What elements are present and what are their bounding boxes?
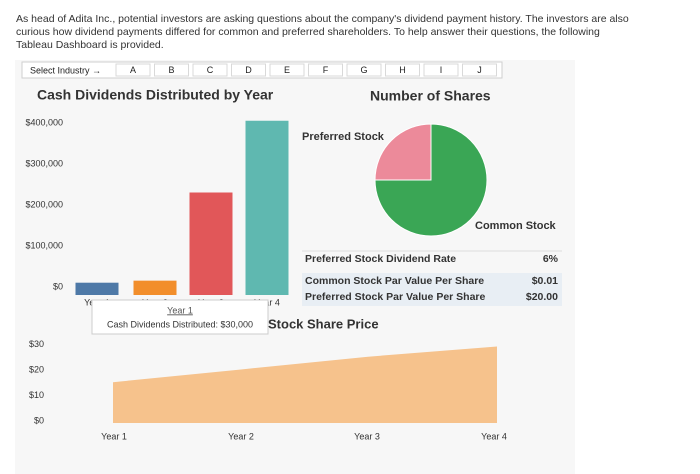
slice-label: Preferred Stock bbox=[302, 131, 385, 143]
chart-title: Stock Share Price bbox=[268, 316, 379, 331]
x-tick-label: Year 4 bbox=[481, 431, 507, 441]
filter-option[interactable]: E bbox=[269, 63, 305, 77]
intro-line: As head of Adita Inc., potential investo… bbox=[16, 13, 629, 25]
area bbox=[113, 346, 497, 423]
filter-option-label: G bbox=[360, 65, 367, 75]
filter-button bbox=[115, 63, 151, 77]
filter-option-label: H bbox=[399, 65, 406, 75]
y-tick-label: $30 bbox=[29, 339, 44, 349]
intro-line: curious how dividend payments differed f… bbox=[16, 26, 600, 38]
filter-option[interactable]: J bbox=[462, 63, 497, 77]
filter-option[interactable]: I bbox=[423, 63, 459, 77]
filter-button bbox=[231, 63, 266, 77]
filter-option-label: D bbox=[245, 65, 252, 75]
filter-option[interactable]: G bbox=[346, 63, 382, 77]
filter-option[interactable]: H bbox=[385, 63, 420, 77]
y-tick-label: $0 bbox=[34, 415, 44, 425]
table-value: $20.00 bbox=[526, 291, 558, 303]
filter-label: Select Industry → bbox=[30, 65, 101, 75]
filter-option-label: A bbox=[130, 65, 136, 75]
filter-button bbox=[308, 63, 343, 77]
x-tick-label: Year 1 bbox=[101, 431, 127, 441]
chart-title: Cash Dividends Distributed by Year bbox=[37, 87, 274, 103]
table-label: Preferred Stock Par Value Per Share bbox=[305, 291, 486, 303]
tooltip-box bbox=[91, 299, 269, 335]
table-value: 6% bbox=[543, 253, 559, 265]
filter-option-label: J bbox=[477, 65, 482, 75]
filter-option[interactable]: A bbox=[115, 63, 151, 77]
y-tick-label: $400,000 bbox=[25, 117, 63, 127]
y-tick-label: $20 bbox=[29, 364, 44, 374]
filter-option-label: C bbox=[207, 65, 214, 75]
pie-slice bbox=[374, 123, 432, 181]
filter-option-label: B bbox=[168, 65, 174, 75]
filter-button bbox=[154, 63, 189, 77]
table-value: $0.01 bbox=[532, 275, 558, 287]
x-tick-label: Year 2 bbox=[228, 431, 254, 441]
table-label: Preferred Stock Dividend Rate bbox=[305, 253, 456, 265]
filter-button bbox=[462, 63, 497, 77]
filter-option[interactable]: D bbox=[231, 63, 266, 77]
bar bbox=[133, 280, 177, 295]
pie-slice bbox=[374, 123, 488, 237]
intro-line: Tableau Dashboard is provided. bbox=[16, 39, 164, 51]
filter-option-label: F bbox=[323, 65, 329, 75]
filter-button bbox=[423, 63, 459, 77]
y-tick-label: $300,000 bbox=[25, 158, 63, 168]
y-tick-label: $0 bbox=[53, 281, 63, 291]
tooltip-title: Year 1 bbox=[167, 305, 193, 315]
y-tick-label: $100,000 bbox=[25, 240, 63, 250]
slice-label: Common Stock bbox=[475, 220, 557, 232]
table-highlight bbox=[302, 273, 562, 306]
filter-option-label: E bbox=[284, 65, 290, 75]
filter-option[interactable]: F bbox=[308, 63, 343, 77]
filter-button bbox=[385, 63, 420, 77]
x-tick-label: Year 3 bbox=[354, 431, 380, 441]
chart-title: Number of Shares bbox=[370, 88, 491, 104]
filter-button bbox=[269, 63, 305, 77]
filter-option-label: I bbox=[440, 65, 443, 75]
bar bbox=[75, 282, 119, 295]
bar bbox=[245, 120, 289, 295]
filter-button bbox=[192, 63, 228, 77]
tooltip-text: Cash Dividends Distributed: $30,000 bbox=[107, 319, 253, 329]
table-label: Common Stock Par Value Per Share bbox=[305, 275, 484, 287]
filter-option[interactable]: B bbox=[154, 63, 189, 77]
filter-button bbox=[346, 63, 382, 77]
y-tick-label: $200,000 bbox=[25, 199, 63, 209]
y-tick-label: $10 bbox=[29, 390, 44, 400]
bar bbox=[189, 192, 233, 295]
filter-option[interactable]: C bbox=[192, 63, 228, 77]
